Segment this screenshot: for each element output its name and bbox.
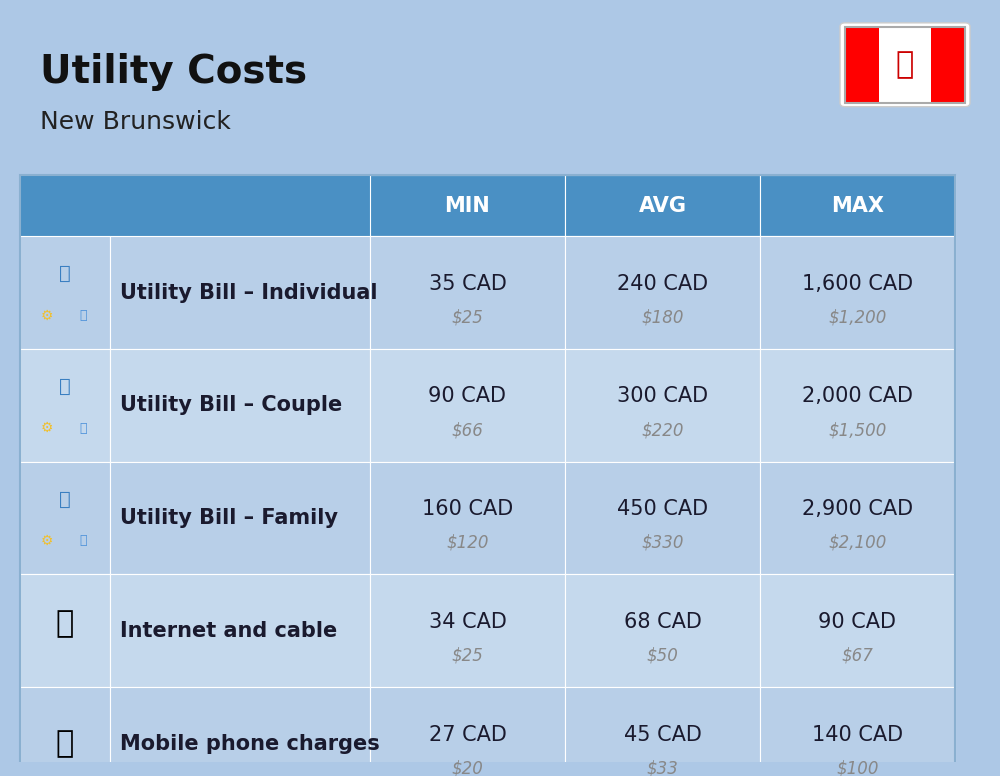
Text: $220: $220 (641, 421, 684, 439)
Bar (20, 349, 110, 462)
Text: New Brunswick: New Brunswick (40, 110, 231, 134)
Bar (565, 175, 760, 236)
Bar (760, 574, 955, 688)
Text: $20: $20 (452, 760, 483, 776)
Text: AVG: AVG (639, 196, 686, 216)
Text: 35 CAD: 35 CAD (429, 274, 506, 293)
Text: Utility Bill – Individual: Utility Bill – Individual (120, 282, 378, 303)
Text: $180: $180 (641, 308, 684, 327)
Text: $100: $100 (836, 760, 879, 776)
Text: 450 CAD: 450 CAD (617, 499, 708, 519)
Text: 90 CAD: 90 CAD (428, 386, 507, 407)
Bar (370, 349, 565, 462)
Text: $33: $33 (647, 760, 678, 776)
Text: 📱: 📱 (56, 729, 74, 758)
Text: ⚙: ⚙ (41, 308, 53, 322)
Bar (931, 26, 965, 103)
Text: MIN: MIN (445, 196, 490, 216)
Bar (20, 688, 110, 776)
Text: 34 CAD: 34 CAD (429, 611, 506, 632)
Text: 300 CAD: 300 CAD (617, 386, 708, 407)
Text: $120: $120 (446, 534, 489, 552)
Bar (110, 462, 370, 574)
Bar (370, 462, 565, 574)
Bar (20, 574, 110, 688)
Text: $1,200: $1,200 (828, 308, 887, 327)
Text: 27 CAD: 27 CAD (429, 725, 506, 745)
Bar (565, 462, 760, 574)
Bar (760, 175, 955, 236)
Bar (845, 26, 879, 103)
Text: $1,500: $1,500 (828, 421, 887, 439)
Text: 🖼: 🖼 (79, 421, 87, 435)
Text: ⚙: ⚙ (41, 421, 53, 435)
Text: 🖼: 🖼 (79, 535, 87, 547)
Text: Internet and cable: Internet and cable (120, 621, 337, 641)
Text: 90 CAD: 90 CAD (818, 611, 896, 632)
Bar (370, 574, 565, 688)
Text: Utility Bill – Couple: Utility Bill – Couple (120, 395, 342, 415)
Text: $50: $50 (647, 646, 678, 665)
Bar (565, 574, 760, 688)
Bar (110, 574, 370, 688)
Bar (20, 175, 955, 776)
Bar (20, 175, 370, 236)
Text: 68 CAD: 68 CAD (624, 611, 701, 632)
Text: 📡: 📡 (56, 608, 74, 638)
Text: 🖼: 🖼 (79, 309, 87, 322)
Text: $2,100: $2,100 (828, 534, 887, 552)
Text: 👤: 👤 (59, 377, 71, 396)
Text: $25: $25 (452, 646, 483, 665)
Bar (110, 688, 370, 776)
Text: Utility Bill – Family: Utility Bill – Family (120, 508, 338, 528)
Text: 1,600 CAD: 1,600 CAD (802, 274, 913, 293)
Bar (565, 236, 760, 349)
Text: 🍁: 🍁 (896, 50, 914, 79)
Text: 45 CAD: 45 CAD (624, 725, 701, 745)
Text: MAX: MAX (831, 196, 884, 216)
Text: $25: $25 (452, 308, 483, 327)
Text: $66: $66 (452, 421, 483, 439)
Bar (760, 349, 955, 462)
Text: Utility Costs: Utility Costs (40, 54, 307, 92)
FancyBboxPatch shape (840, 23, 970, 106)
Bar (370, 236, 565, 349)
Text: 2,000 CAD: 2,000 CAD (802, 386, 913, 407)
Bar (20, 462, 110, 574)
Text: 140 CAD: 140 CAD (812, 725, 903, 745)
Text: 2,900 CAD: 2,900 CAD (802, 499, 913, 519)
Text: $67: $67 (842, 646, 873, 665)
Text: Mobile phone charges: Mobile phone charges (120, 733, 380, 753)
Bar (565, 349, 760, 462)
Bar (110, 236, 370, 349)
Text: 👤: 👤 (59, 490, 71, 508)
Text: 240 CAD: 240 CAD (617, 274, 708, 293)
Bar (760, 236, 955, 349)
Text: ⚙: ⚙ (41, 534, 53, 548)
Text: 160 CAD: 160 CAD (422, 499, 513, 519)
Bar (370, 175, 565, 236)
Bar (565, 688, 760, 776)
Bar (20, 236, 110, 349)
Bar (760, 462, 955, 574)
Bar (110, 349, 370, 462)
Bar (370, 688, 565, 776)
Text: 👤: 👤 (59, 264, 71, 283)
Bar (760, 688, 955, 776)
Text: $330: $330 (641, 534, 684, 552)
